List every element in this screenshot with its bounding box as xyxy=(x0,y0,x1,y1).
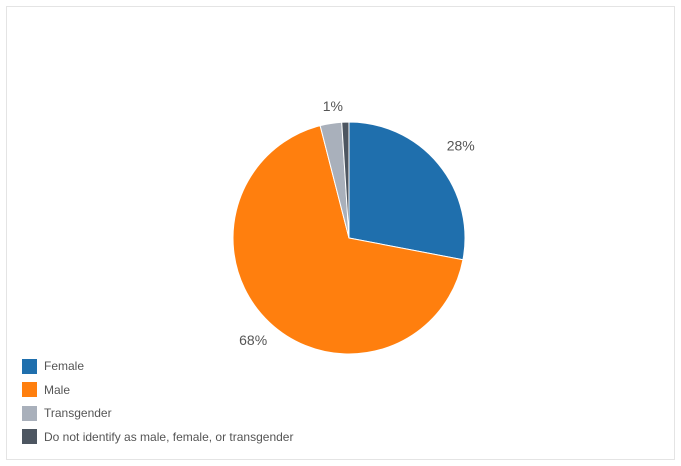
legend-label: Male xyxy=(44,382,71,397)
pie-slice-female xyxy=(348,121,466,261)
legend: Female Male Transgender Do not identify … xyxy=(22,358,293,452)
legend-item: Male xyxy=(22,382,293,398)
pie-slice-do xyxy=(341,121,350,239)
legend-label: Female xyxy=(44,359,85,373)
legend-swatch xyxy=(22,429,37,444)
slice-label: 68% xyxy=(239,332,267,348)
legend-item: Transgender xyxy=(22,405,293,421)
legend-swatch xyxy=(22,405,37,421)
slice-label: 1% xyxy=(323,98,343,114)
legend-swatch xyxy=(22,358,37,374)
pie-slice-male xyxy=(232,125,464,355)
legend-item: Do not identify as male, female, or tran… xyxy=(22,429,293,445)
legend-item: Female xyxy=(22,358,293,374)
legend-label: Do not identify as male, female, or tran… xyxy=(44,429,294,444)
legend-label: Transgender xyxy=(44,406,112,420)
legend-swatch xyxy=(22,382,37,397)
slice-label: 28% xyxy=(447,138,475,154)
